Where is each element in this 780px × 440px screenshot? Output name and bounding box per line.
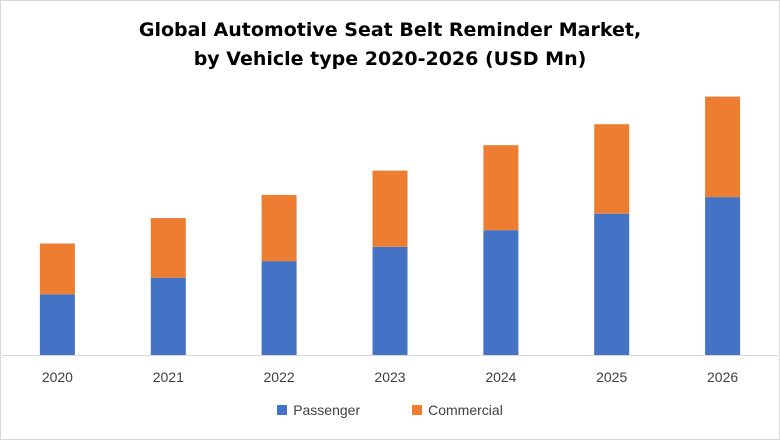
bar-commercial-2020 — [39, 243, 75, 295]
chart-legend: Passenger Commercial — [0, 402, 780, 418]
x-tick-label: 2020 — [42, 369, 73, 385]
legend-swatch-commercial — [412, 405, 423, 415]
legend-item-passenger: Passenger — [277, 402, 360, 418]
legend-label-passenger: Passenger — [293, 402, 361, 418]
x-tick-label: 2021 — [153, 369, 184, 385]
bar-commercial-2025 — [594, 124, 630, 214]
legend-item-commercial: Commercial — [412, 402, 503, 418]
chart-title: Global Automotive Seat Belt Reminder Mar… — [138, 19, 642, 41]
x-tick-label: 2024 — [485, 369, 516, 385]
bar-passenger-2024 — [483, 230, 519, 355]
legend-swatch-passenger — [277, 405, 288, 415]
bar-commercial-2026 — [705, 96, 741, 198]
bar-passenger-2025 — [594, 213, 630, 355]
bar-commercial-2024 — [483, 145, 519, 231]
bar-commercial-2023 — [372, 170, 408, 247]
bar-commercial-2022 — [261, 194, 297, 262]
x-tick-label: 2023 — [374, 369, 405, 385]
bar-passenger-2020 — [39, 294, 75, 355]
x-tick-label: 2025 — [596, 369, 627, 385]
x-tick-label: 2022 — [264, 369, 295, 385]
bar-passenger-2023 — [372, 246, 408, 355]
bar-passenger-2022 — [261, 261, 297, 355]
bar-passenger-2021 — [150, 277, 186, 355]
chart-subtitle: by Vehicle type 2020-2026 (USD Mn) — [193, 48, 587, 70]
chart-title-block: Global Automotive Seat Belt Reminder Mar… — [0, 16, 780, 74]
bar-passenger-2026 — [705, 197, 741, 355]
x-tick-label: 2026 — [707, 369, 738, 385]
legend-label-commercial: Commercial — [428, 402, 503, 418]
bar-commercial-2021 — [150, 218, 186, 278]
